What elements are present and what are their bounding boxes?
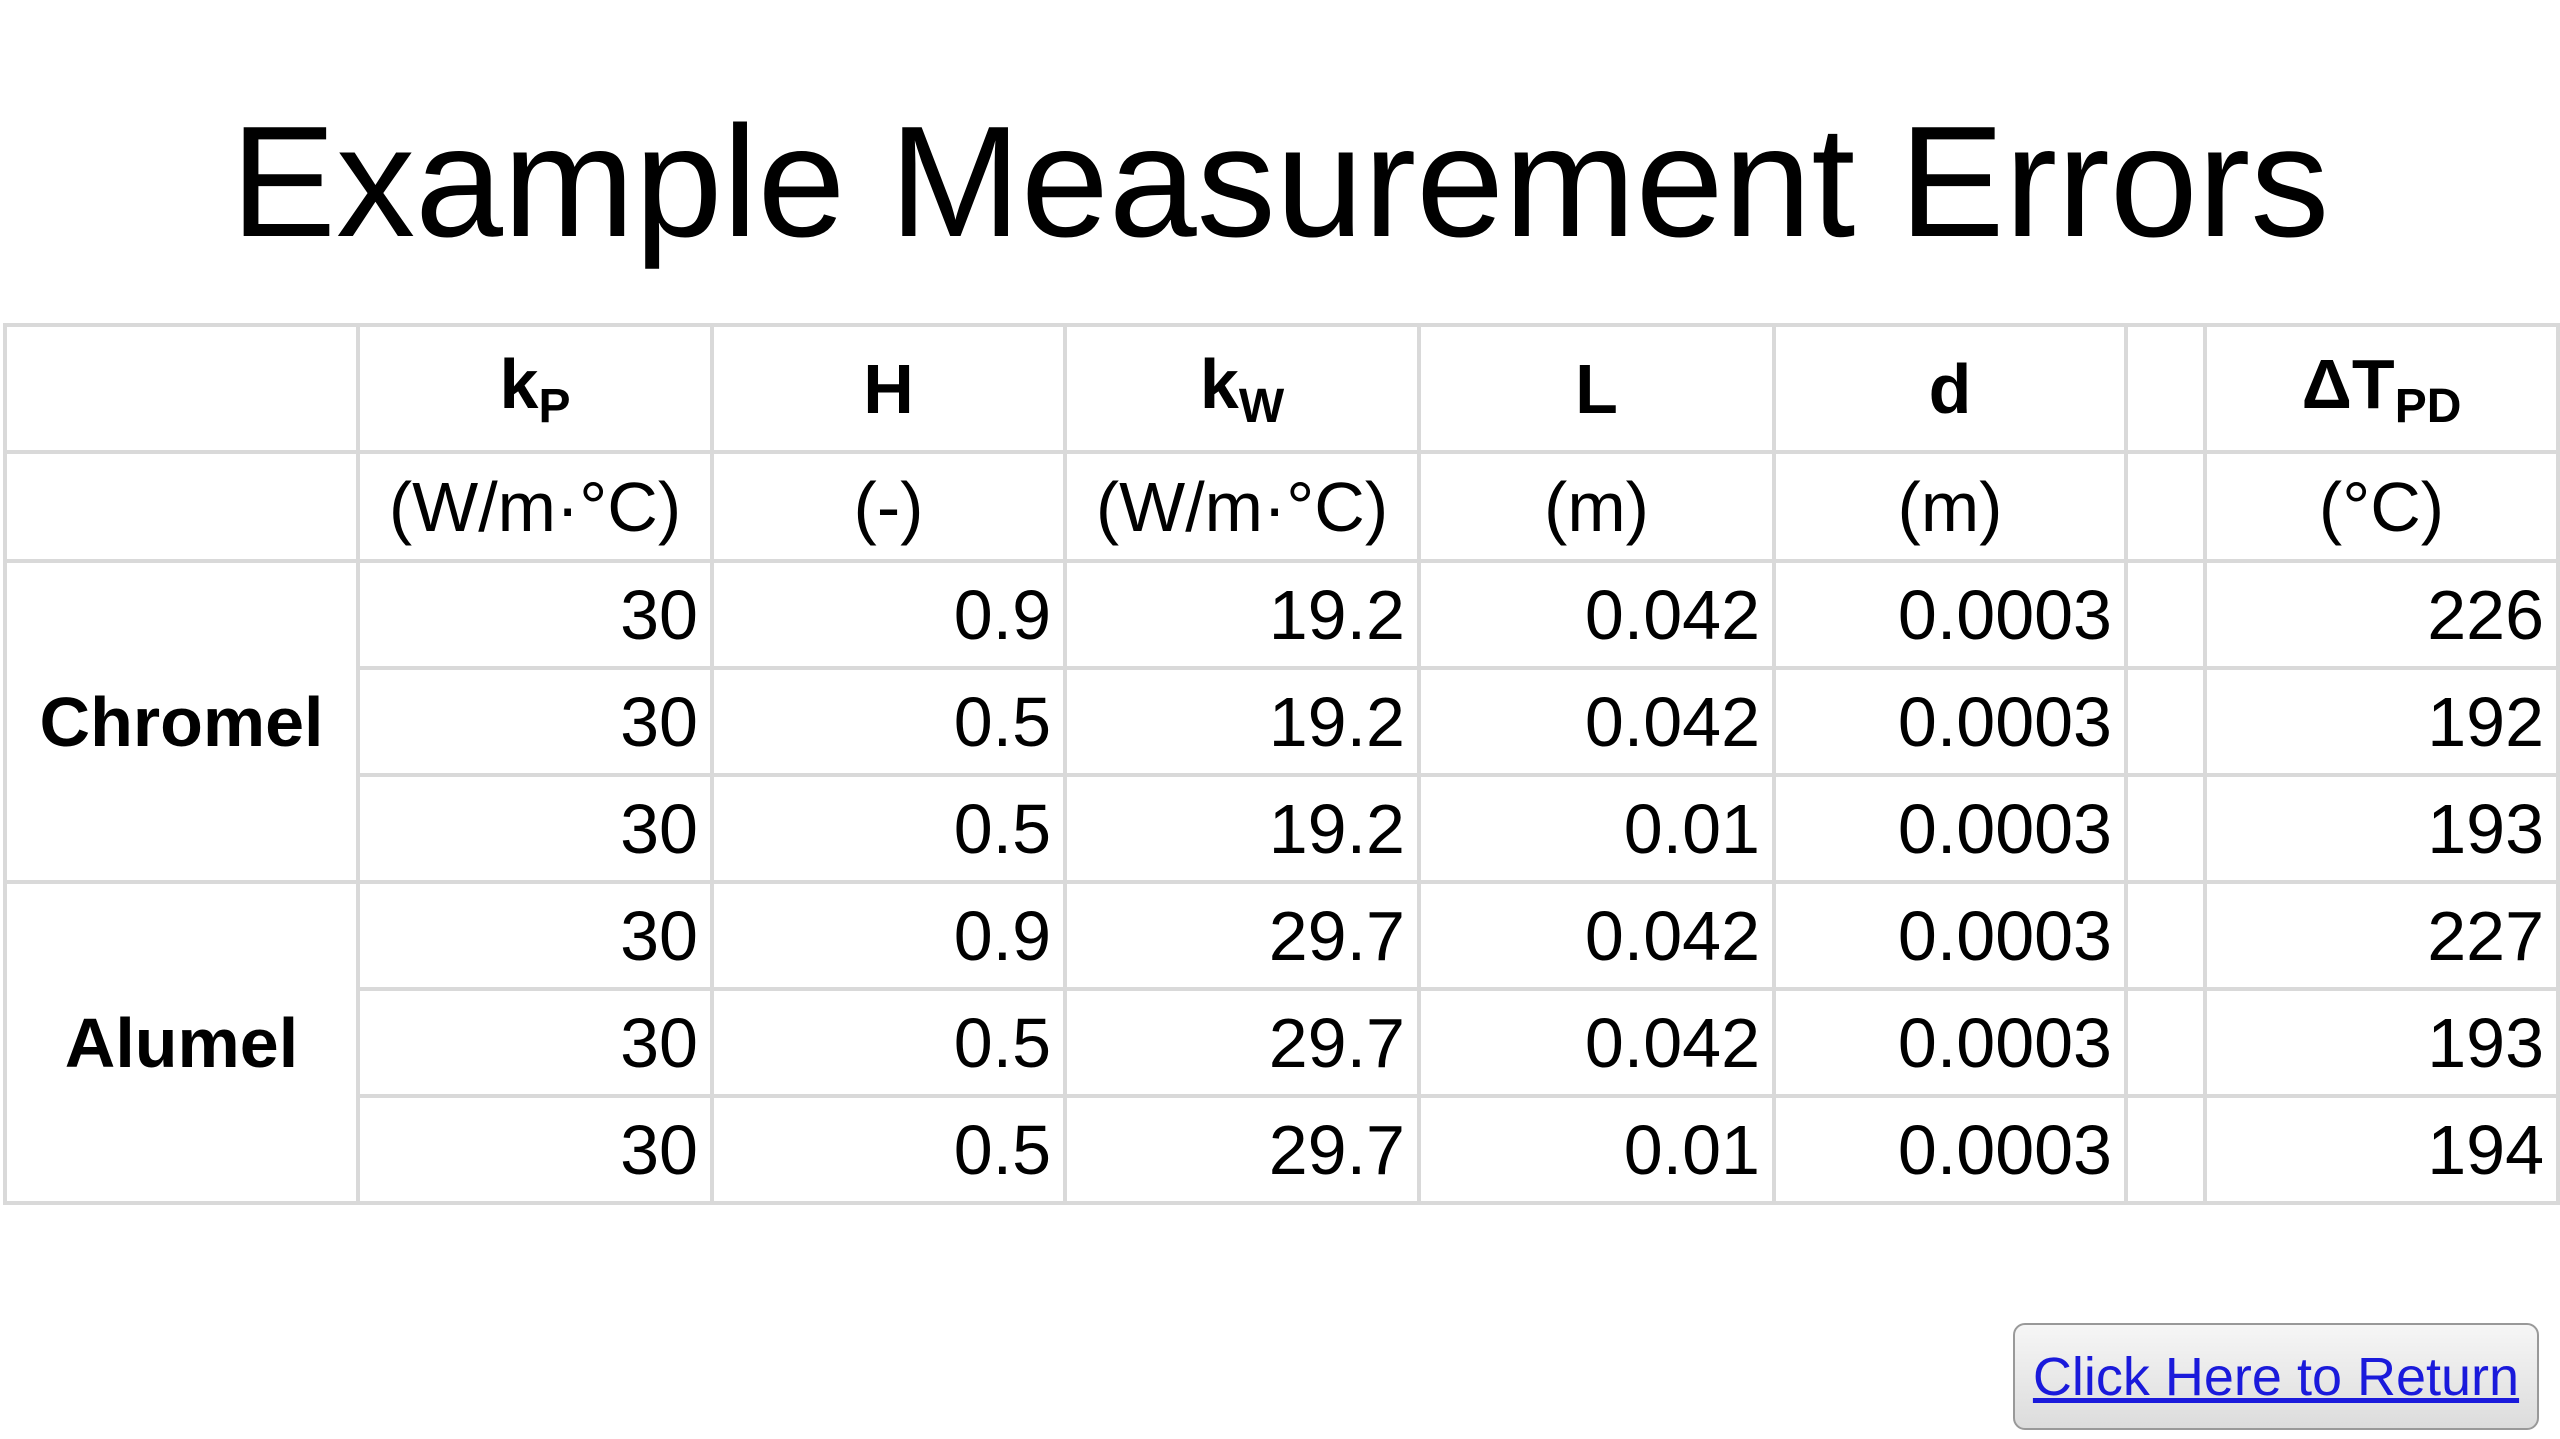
data-row: 30 0.5 29.7 0.042 0.0003 193 — [5, 987, 2560, 1098]
data-cell: 0.0003 — [1772, 559, 2128, 670]
data-cell: 192 — [2203, 666, 2560, 777]
data-row: 30 0.5 19.2 0.01 0.0003 193 — [5, 773, 2560, 884]
header-symbol: d — [1928, 349, 1972, 428]
data-cell: 0.0003 — [1772, 880, 2128, 991]
return-button[interactable]: Click Here to Return — [2013, 1323, 2539, 1430]
data-cell: 30 — [356, 880, 714, 991]
header-cell: ΔTPD — [2203, 323, 2560, 454]
data-cell: 0.01 — [1417, 1094, 1776, 1205]
data-row: Alumel 30 0.9 29.7 0.042 0.0003 227 — [3, 880, 2560, 1205]
data-cell: 0.01 — [1417, 773, 1776, 884]
spacer-cell — [2124, 880, 2207, 991]
group-label: Alumel — [3, 880, 360, 1205]
unit-cell: (m) — [1417, 450, 1776, 563]
header-cell: d — [1772, 323, 2128, 454]
data-row: Chromel 30 0.9 19.2 0.042 0.0003 226 — [3, 559, 2560, 884]
unit-cell: (m) — [1772, 450, 2128, 563]
header-cell: kW — [1063, 323, 1421, 454]
data-cell: 29.7 — [1063, 1094, 1421, 1205]
header-cell: H — [710, 323, 1067, 454]
spacer-cell — [2124, 559, 2207, 670]
header-subscript: W — [1238, 379, 1285, 433]
data-cell: 30 — [356, 559, 714, 670]
data-cell: 30 — [356, 1094, 714, 1205]
data-cell: 0.0003 — [1772, 666, 2128, 777]
data-cell: 0.0003 — [1772, 1094, 2128, 1205]
data-cell: 0.5 — [710, 666, 1067, 777]
header-cell: kP — [356, 323, 714, 454]
header-symbol: k — [1199, 344, 1239, 423]
corner-cell — [3, 323, 360, 454]
header-symbol: L — [1575, 349, 1618, 428]
data-cell: 0.0003 — [1772, 987, 2128, 1098]
spacer-cell — [2124, 1094, 2207, 1205]
data-cell: 193 — [2203, 987, 2560, 1098]
data-cell: 0.9 — [710, 559, 1067, 670]
data-cell: 226 — [2203, 559, 2560, 670]
unit-cell: (W/m·°C) — [1063, 450, 1421, 563]
data-cell: 0.042 — [1417, 666, 1776, 777]
data-cell: 30 — [356, 773, 714, 884]
data-cell: 0.042 — [1417, 987, 1776, 1098]
data-cell: 29.7 — [1063, 880, 1421, 991]
spacer-cell — [2124, 987, 2207, 1098]
spacer-cell — [2124, 323, 2207, 454]
header-cell: L — [1417, 323, 1776, 454]
data-cell: 0.042 — [1417, 559, 1776, 670]
data-cell: 30 — [356, 987, 714, 1098]
spacer-cell — [2124, 666, 2207, 777]
header-symbol: ΔT — [2301, 344, 2395, 423]
data-cell: 194 — [2203, 1094, 2560, 1205]
data-cell: 0.5 — [710, 773, 1067, 884]
data-cell: 19.2 — [1063, 773, 1421, 884]
header-subscript: P — [538, 379, 571, 433]
unit-row: (W/m·°C) (-) (W/m·°C) (m) (m) (°C) — [3, 450, 2560, 563]
data-cell: 29.7 — [1063, 987, 1421, 1098]
header-subscript: PD — [2394, 379, 2462, 433]
group-label: Chromel — [3, 559, 360, 884]
corner-cell — [3, 450, 360, 563]
data-cell: 193 — [2203, 773, 2560, 884]
spacer-cell — [2124, 773, 2207, 884]
unit-cell: (-) — [710, 450, 1067, 563]
data-cell: 0.5 — [710, 1094, 1067, 1205]
data-cell: 0.5 — [710, 987, 1067, 1098]
data-row: 30 0.5 19.2 0.042 0.0003 192 — [5, 666, 2560, 777]
data-cell: 19.2 — [1063, 666, 1421, 777]
title: Example Measurement Errors — [230, 94, 2330, 270]
data-cell: 19.2 — [1063, 559, 1421, 670]
data-cell: 30 — [356, 666, 714, 777]
data-cell: 227 — [2203, 880, 2560, 991]
unit-cell: (°C) — [2203, 450, 2560, 563]
data-cell: 0.9 — [710, 880, 1067, 991]
data-cell: 0.042 — [1417, 880, 1776, 991]
data-row: 30 0.5 29.7 0.01 0.0003 194 — [5, 1094, 2560, 1205]
spacer-cell — [2124, 450, 2207, 563]
unit-cell: (W/m·°C) — [356, 450, 714, 563]
header-symbol: k — [499, 344, 539, 423]
data-cell: 0.0003 — [1772, 773, 2128, 884]
header-symbol: H — [863, 349, 914, 428]
